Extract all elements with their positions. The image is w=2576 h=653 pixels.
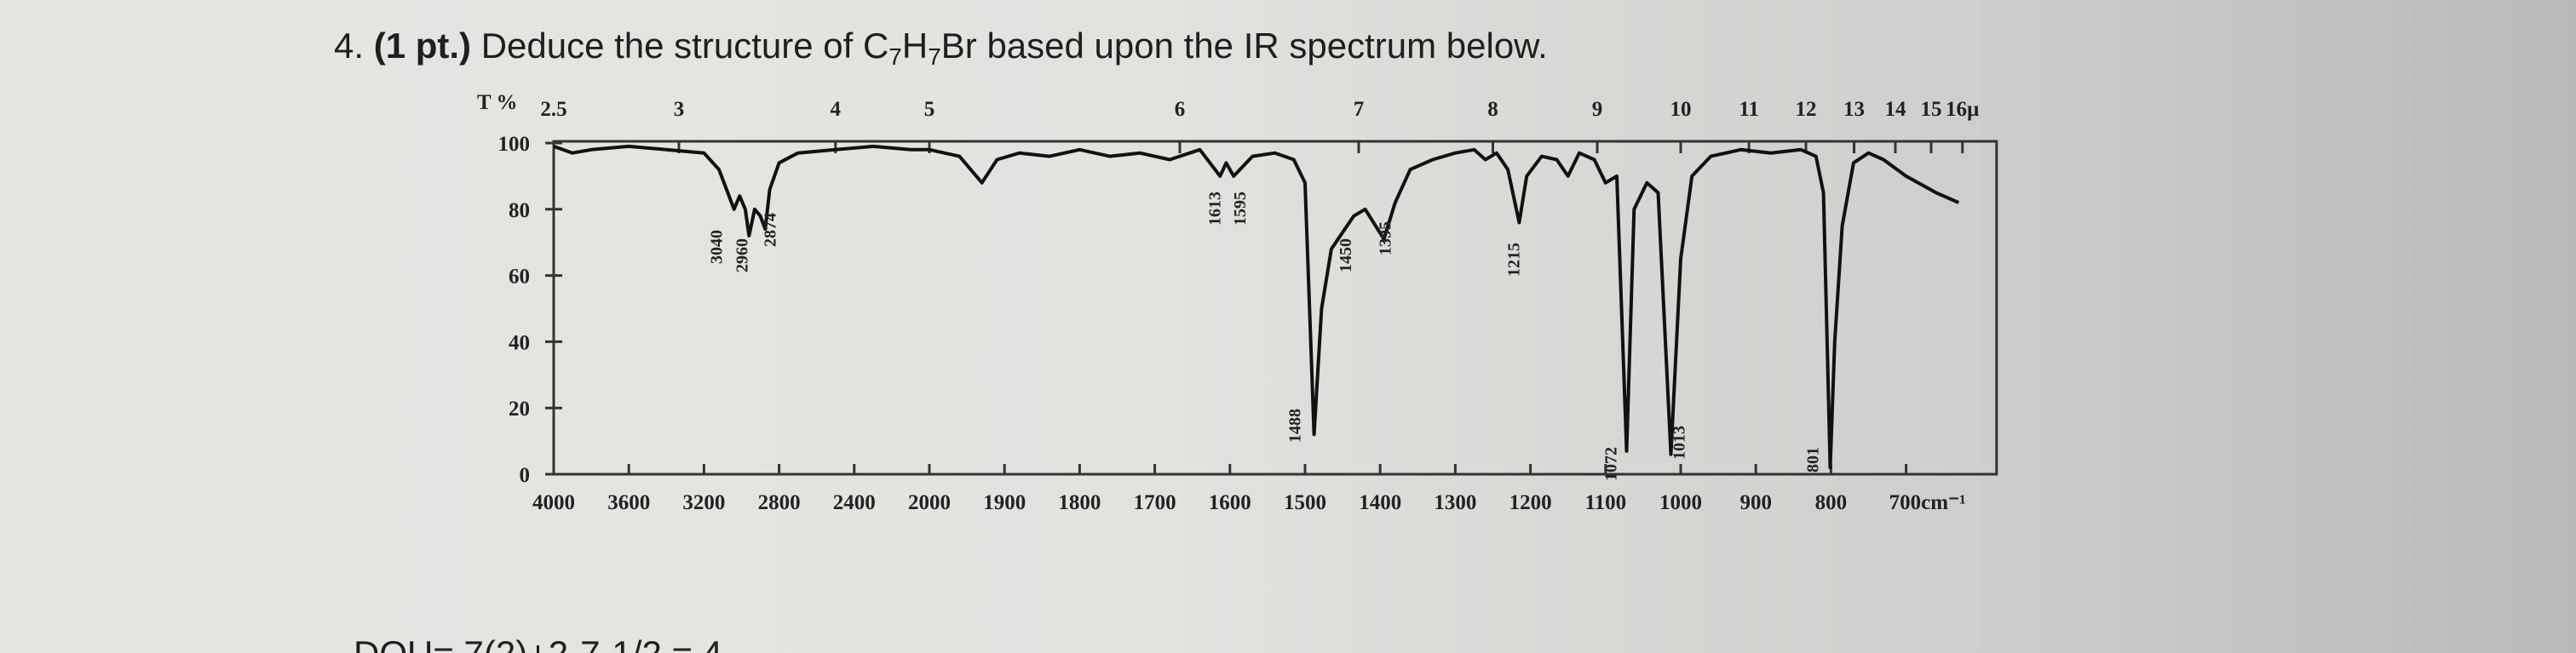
formula-sub: 7 bbox=[928, 43, 941, 70]
micron-tick-label: 4 bbox=[831, 98, 842, 121]
ir-spectrum: T % 0 20 40 60 80 100 4000 3600 3200 2800 2400 2000 1… bbox=[477, 91, 1998, 514]
micron-tick-label: 2.5 bbox=[540, 98, 566, 121]
micron-tick-label: 8 bbox=[1487, 98, 1498, 121]
formula-part: Br bbox=[941, 26, 977, 66]
peak-label: 1215 bbox=[1504, 243, 1523, 277]
peak-label: 801 bbox=[1804, 447, 1823, 473]
peak-label: 2960 bbox=[733, 238, 751, 272]
peak-label: 1613 bbox=[1205, 192, 1224, 226]
micron-tick-label: 7 bbox=[1354, 98, 1365, 121]
micron-tick-label: 13 bbox=[1843, 98, 1865, 121]
peak-label: 1450 bbox=[1337, 238, 1355, 272]
formula-part: C bbox=[863, 26, 888, 66]
x-tick-label: 1700 bbox=[1134, 491, 1176, 514]
x-tick-label: 2000 bbox=[908, 491, 951, 514]
x-tick-label: 3200 bbox=[682, 491, 725, 514]
question-points: (1 pt.) bbox=[374, 26, 471, 66]
micron-tick-label: 9 bbox=[1592, 98, 1603, 121]
x-tick-label: 4000 bbox=[532, 491, 575, 514]
x-tick-label: 1600 bbox=[1209, 491, 1251, 514]
micron-tick-label: 6 bbox=[1175, 98, 1186, 121]
y-tick-label: 100 bbox=[498, 133, 531, 156]
spectrum-trace bbox=[553, 144, 1960, 470]
x-tick-label: 1100 bbox=[1584, 491, 1626, 514]
frame bbox=[552, 140, 1998, 476]
x-tick-label: 1000 bbox=[1659, 491, 1702, 514]
y-tick-label: 20 bbox=[509, 398, 530, 421]
peak-label: 1072 bbox=[1601, 447, 1620, 481]
y-tick-label: 60 bbox=[509, 266, 530, 289]
question-number: 4. bbox=[334, 26, 364, 66]
y-tick-label: 40 bbox=[509, 331, 530, 354]
peak-label: 1013 bbox=[1670, 426, 1689, 460]
micron-tick-label: 11 bbox=[1739, 98, 1759, 121]
micron-tick-label: 3 bbox=[674, 98, 685, 121]
micron-tick-label: 16µ bbox=[1946, 98, 1979, 121]
x-tick-label: 3600 bbox=[607, 491, 650, 514]
peak-label: 1488 bbox=[1286, 409, 1305, 443]
micron-tick-label: 5 bbox=[924, 98, 935, 121]
x-tick-label: 1800 bbox=[1058, 491, 1101, 514]
y-tick-label: 0 bbox=[520, 464, 531, 487]
y-axis-label: T % bbox=[477, 91, 517, 114]
micron-tick-label: 14 bbox=[1885, 98, 1907, 121]
question-text: Deduce the structure of bbox=[481, 26, 863, 66]
x-tick-label: 2400 bbox=[833, 491, 876, 514]
note: DOU= 7(2)+2-7-1/2 = 4 bbox=[354, 633, 722, 653]
y-tick-label: 80 bbox=[509, 199, 530, 222]
x-tick-label: 1400 bbox=[1359, 491, 1401, 514]
x-tick-label: 900 bbox=[1739, 491, 1772, 514]
x-tick-label: 700cm⁻¹ bbox=[1889, 491, 1966, 514]
micron-tick-label: 15 bbox=[1921, 98, 1942, 121]
formula-part: H bbox=[902, 26, 928, 66]
question: 4. (1 pt.) Deduce the structure of C7H7B… bbox=[334, 26, 1548, 70]
peak-label: 2874 bbox=[761, 213, 779, 247]
formula-sub: 7 bbox=[888, 43, 902, 70]
question-text: based upon the IR spectrum below. bbox=[977, 26, 1548, 66]
peak-label: 1395 bbox=[1377, 221, 1395, 255]
peak-label: 3040 bbox=[708, 230, 727, 264]
micron-tick-label: 12 bbox=[1796, 98, 1817, 121]
peak-label: 1595 bbox=[1231, 192, 1250, 226]
x-tick-label: 1200 bbox=[1509, 491, 1552, 514]
x-tick-label: 1900 bbox=[983, 491, 1026, 514]
micron-tick-label: 10 bbox=[1670, 98, 1692, 121]
x-tick-label: 1300 bbox=[1434, 491, 1476, 514]
x-tick-label: 1500 bbox=[1284, 491, 1326, 514]
x-tick-label: 800 bbox=[1815, 491, 1848, 514]
x-tick-label: 2800 bbox=[758, 491, 801, 514]
